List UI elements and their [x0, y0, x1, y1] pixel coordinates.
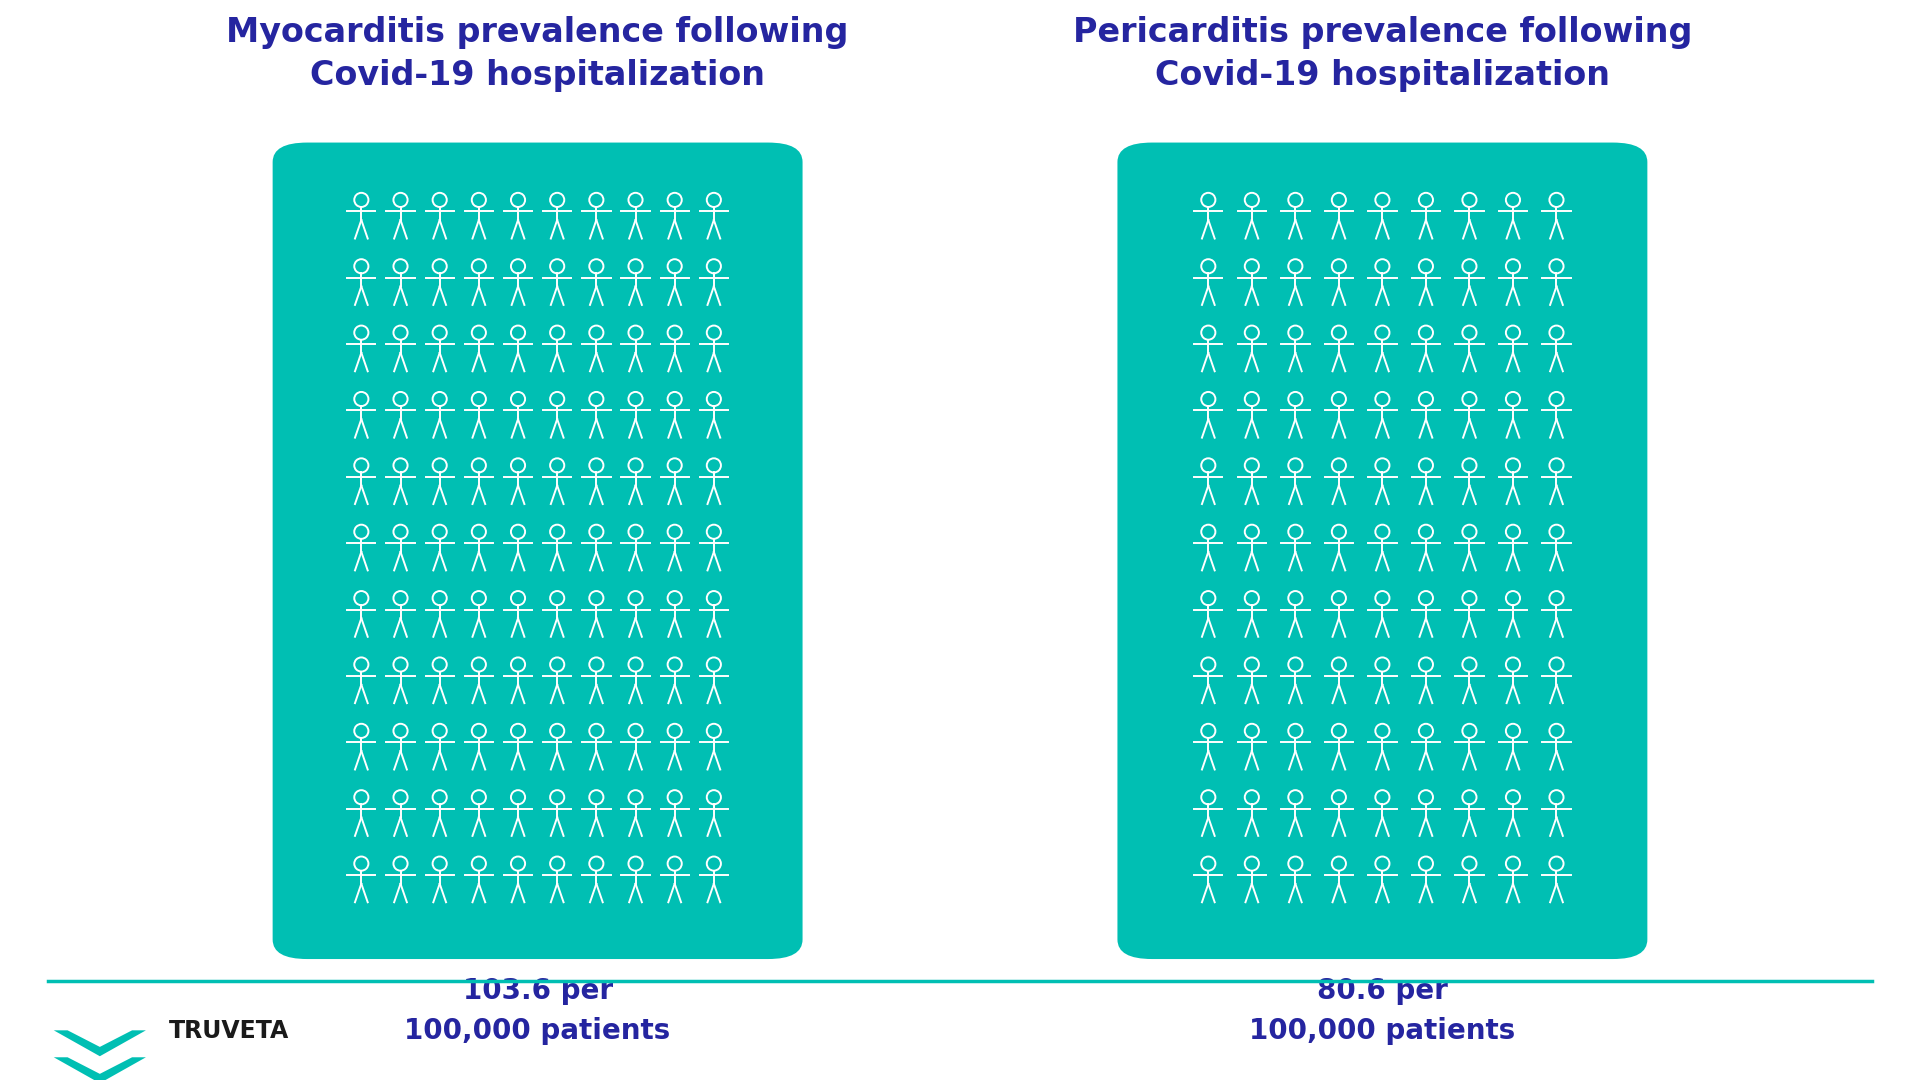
Text: Pericarditis prevalence following
Covid-19 hospitalization: Pericarditis prevalence following Covid-… — [1073, 16, 1692, 92]
Text: 100,000 patients: 100,000 patients — [1250, 1017, 1515, 1045]
FancyBboxPatch shape — [1117, 143, 1647, 959]
Text: 103.6 per: 103.6 per — [463, 977, 612, 1005]
FancyBboxPatch shape — [273, 143, 803, 959]
Text: Myocarditis prevalence following
Covid-19 hospitalization: Myocarditis prevalence following Covid-1… — [227, 16, 849, 92]
Text: TRUVETA: TRUVETA — [169, 1020, 290, 1043]
Polygon shape — [54, 1057, 146, 1080]
Text: 100,000 patients: 100,000 patients — [405, 1017, 670, 1045]
Text: 80.6 per: 80.6 per — [1317, 977, 1448, 1005]
Polygon shape — [54, 1030, 146, 1056]
